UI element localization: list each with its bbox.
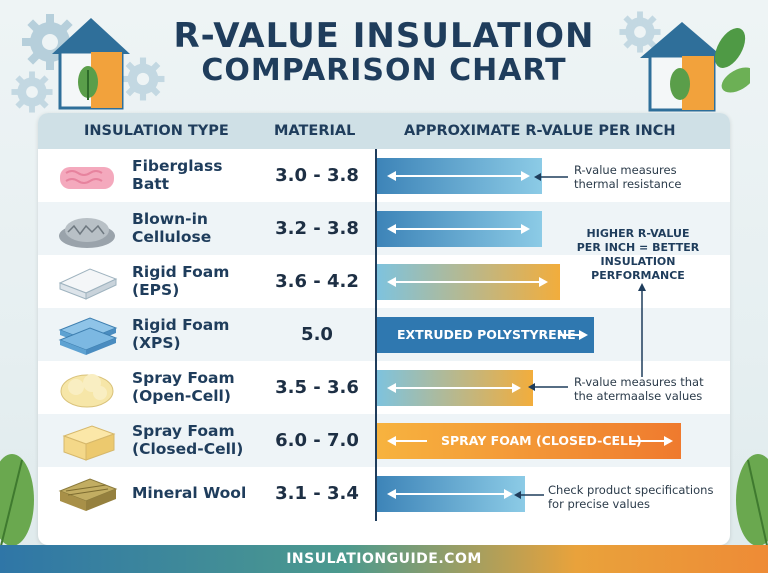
r-value-bar bbox=[377, 370, 533, 406]
page-title: R-VALUE INSULATION COMPARISON CHART bbox=[0, 18, 768, 87]
r-value-bar bbox=[377, 158, 542, 194]
r-value-bar bbox=[377, 476, 525, 512]
bar-label: EXTRUDED POLYSTYRENE bbox=[397, 327, 576, 342]
arrow-left-icon bbox=[514, 491, 544, 499]
bar-label: SPRAY FOAM (CLOSED-CELL) bbox=[441, 433, 642, 448]
arrow-left-icon bbox=[534, 173, 568, 181]
eps-board-icon bbox=[56, 261, 118, 303]
title-line-2: COMPARISON CHART bbox=[201, 52, 567, 88]
r-value-bar bbox=[377, 211, 542, 247]
header-material: MATERIAL bbox=[274, 123, 356, 139]
title-line-1: R-VALUE INSULATION bbox=[173, 16, 595, 56]
r-value-range: 3.1 - 3.4 bbox=[275, 483, 359, 504]
material-name: Blown-in Cellulose bbox=[132, 210, 212, 246]
note-thermal-resistance: R-value measures thermal resistance bbox=[574, 163, 682, 191]
gear-icon bbox=[11, 71, 53, 113]
note-check-specifications: Check product specifications for precise… bbox=[548, 483, 714, 511]
comparison-table: INSULATION TYPE MATERIAL APPROXIMATE R-V… bbox=[38, 113, 730, 545]
leaf-icon bbox=[0, 454, 34, 550]
arrow-left-icon bbox=[528, 383, 568, 391]
r-value-bar: SPRAY FOAM (CLOSED-CELL) bbox=[377, 423, 681, 459]
r-value-range: 6.0 - 7.0 bbox=[275, 430, 359, 451]
header-r-value: APPROXIMATE R-VALUE PER INCH bbox=[404, 123, 676, 139]
house-icon bbox=[640, 22, 750, 112]
leaf-icon bbox=[736, 454, 768, 550]
note-r-value-measures: R-value measures that the atermaalse val… bbox=[574, 375, 704, 403]
material-name: Rigid Foam (XPS) bbox=[132, 316, 230, 352]
material-name: Rigid Foam (EPS) bbox=[132, 263, 230, 299]
table-row: Blown-in Cellulose 3.2 - 3.8 bbox=[38, 202, 730, 255]
table-row: Spray Foam (Open-Cell) 3.5 - 3.6 bbox=[38, 361, 730, 414]
r-value-bar bbox=[377, 264, 560, 300]
material-name: Mineral Wool bbox=[132, 484, 247, 502]
closed-cell-foam-icon bbox=[56, 420, 118, 462]
open-cell-foam-icon bbox=[56, 367, 118, 409]
material-name: Fiberglass Batt bbox=[132, 157, 223, 193]
r-value-range: 3.6 - 4.2 bbox=[275, 271, 359, 292]
header-insulation-type: INSULATION TYPE bbox=[84, 123, 229, 139]
material-name: Spray Foam (Closed-Cell) bbox=[132, 422, 244, 458]
axis-divider bbox=[375, 149, 377, 521]
material-name: Spray Foam (Open-Cell) bbox=[132, 369, 235, 405]
r-value-range: 3.5 - 3.6 bbox=[275, 377, 359, 398]
footer-link[interactable]: INSULATIONGUIDE.COM bbox=[286, 551, 482, 567]
table-row: Rigid Foam (XPS) 5.0 EXTRUDED POLYSTYRENE bbox=[38, 308, 730, 361]
mineral-wool-icon bbox=[56, 473, 118, 515]
table-row: Spray Foam (Closed-Cell) 6.0 - 7.0 SPRAY F… bbox=[38, 414, 730, 467]
gear-icon bbox=[121, 57, 165, 101]
footer-bar: INSULATIONGUIDE.COM bbox=[0, 545, 768, 573]
r-value-bar: EXTRUDED POLYSTYRENE bbox=[377, 317, 594, 353]
table-row: Fiberglass Batt 3.0 - 3.8 bbox=[38, 149, 730, 202]
table-header: INSULATION TYPE MATERIAL APPROXIMATE R-V… bbox=[38, 113, 730, 149]
table-row: Mineral Wool 3.1 - 3.4 bbox=[38, 467, 730, 520]
table-row: Rigid Foam (EPS) 3.6 - 4.2 bbox=[38, 255, 730, 308]
callout-higher-r-value: HIGHER R-VALUE PER INCH = BETTER INSULAT… bbox=[576, 227, 700, 282]
r-value-range: 3.0 - 3.8 bbox=[275, 165, 359, 186]
r-value-range: 3.2 - 3.8 bbox=[275, 218, 359, 239]
xps-board-icon bbox=[56, 314, 118, 356]
arrow-up-icon bbox=[638, 283, 646, 377]
r-value-range: 5.0 bbox=[301, 324, 333, 345]
fiberglass-batt-icon bbox=[56, 155, 118, 197]
cellulose-icon bbox=[56, 208, 118, 250]
house-icon bbox=[52, 18, 130, 110]
gear-icon bbox=[619, 11, 661, 53]
